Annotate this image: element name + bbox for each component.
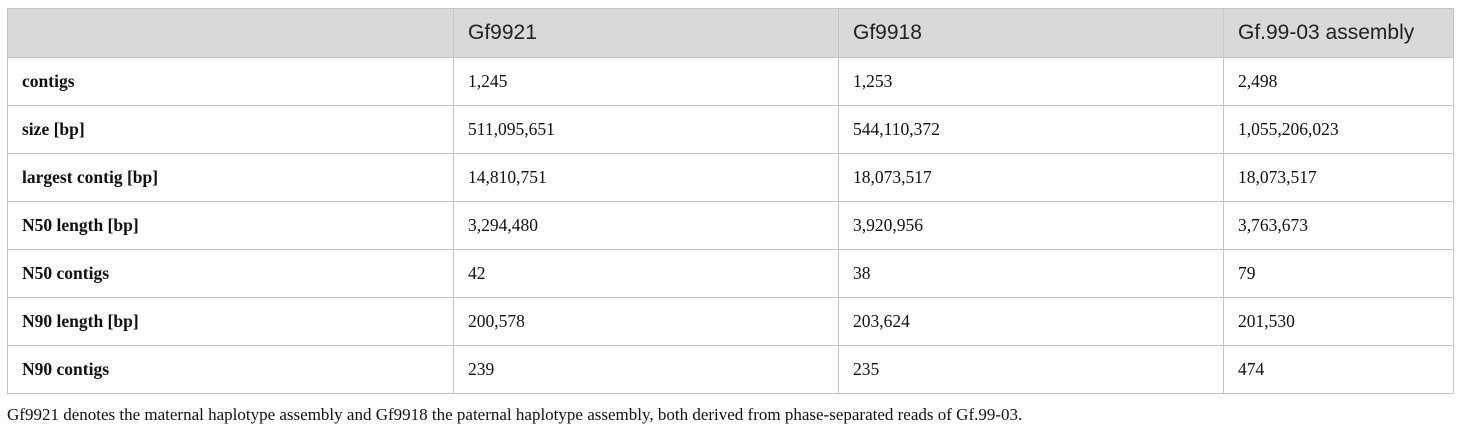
table-cell: 544,110,372 [838, 105, 1224, 154]
table-cell: 38 [838, 249, 1224, 298]
table-cell: 235 [838, 345, 1224, 394]
table-cell: 201,530 [1223, 297, 1454, 346]
header-cell-gf9903-assembly: Gf.99-03 assembly [1223, 8, 1454, 58]
table-row: N90 length [bp] 200,578 203,624 201,530 [7, 297, 1454, 346]
table-cell: 3,294,480 [453, 201, 839, 250]
table-cell: 1,055,206,023 [1223, 105, 1454, 154]
table-cell: 18,073,517 [1223, 153, 1454, 202]
table-cell: 14,810,751 [453, 153, 839, 202]
row-label-cell: N50 length [bp] [7, 201, 454, 250]
table-row: N90 contigs 239 235 474 [7, 345, 1454, 394]
table-cell: 239 [453, 345, 839, 394]
row-label-cell: size [bp] [7, 105, 454, 154]
table-row: contigs 1,245 1,253 2,498 [7, 57, 1454, 106]
row-label-cell: N90 length [bp] [7, 297, 454, 346]
table-cell: 79 [1223, 249, 1454, 298]
table-cell: 511,095,651 [453, 105, 839, 154]
table-cell: 1,245 [453, 57, 839, 106]
table-cell: 203,624 [838, 297, 1224, 346]
table-row: largest contig [bp] 14,810,751 18,073,51… [7, 153, 1454, 202]
table-cell: 200,578 [453, 297, 839, 346]
table-body: contigs 1,245 1,253 2,498 size [bp] 511,… [7, 57, 1454, 394]
header-row: Gf9921 Gf9918 Gf.99-03 assembly [7, 8, 1454, 58]
table-cell: 42 [453, 249, 839, 298]
row-label-cell: N90 contigs [7, 345, 454, 394]
table-cell: 3,763,673 [1223, 201, 1454, 250]
table-cell: 1,253 [838, 57, 1224, 106]
header-cell-empty [7, 8, 454, 58]
header-cell-gf9921: Gf9921 [453, 8, 839, 58]
table-cell: 474 [1223, 345, 1454, 394]
table-cell: 2,498 [1223, 57, 1454, 106]
assembly-statistics-table-container: Gf9921 Gf9918 Gf.99-03 assembly contigs … [7, 8, 1454, 394]
table-header: Gf9921 Gf9918 Gf.99-03 assembly [7, 8, 1454, 58]
table-row: N50 length [bp] 3,294,480 3,920,956 3,76… [7, 201, 1454, 250]
table-cell: 18,073,517 [838, 153, 1224, 202]
table-cell: 3,920,956 [838, 201, 1224, 250]
header-cell-gf9918: Gf9918 [838, 8, 1224, 58]
table-row: size [bp] 511,095,651 544,110,372 1,055,… [7, 105, 1454, 154]
row-label-cell: largest contig [bp] [7, 153, 454, 202]
table-row: N50 contigs 42 38 79 [7, 249, 1454, 298]
row-label-cell: N50 contigs [7, 249, 454, 298]
assembly-statistics-table: Gf9921 Gf9918 Gf.99-03 assembly contigs … [7, 8, 1454, 394]
row-label-cell: contigs [7, 57, 454, 106]
table-footnote: Gf9921 denotes the maternal haplotype as… [7, 405, 1023, 424]
